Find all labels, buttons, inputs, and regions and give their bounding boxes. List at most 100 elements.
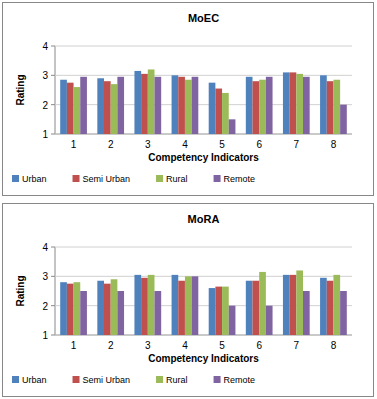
x-tick-label: 2	[108, 139, 114, 150]
x-tick-label: 7	[294, 340, 300, 351]
chart-frame	[3, 3, 374, 196]
bar	[303, 291, 310, 335]
bar	[148, 69, 155, 134]
x-tick-label: 7	[294, 139, 300, 150]
x-tick-label: 3	[145, 340, 151, 351]
y-axis-label: Rating	[15, 275, 26, 306]
bar	[80, 77, 87, 134]
y-axis	[55, 46, 56, 134]
bar	[253, 281, 260, 335]
bar	[117, 291, 124, 335]
grid-line	[55, 46, 352, 47]
legend-label: Urban	[22, 174, 47, 184]
x-tick-label: 8	[331, 139, 337, 150]
y-tick	[51, 305, 55, 306]
bar	[320, 75, 327, 134]
bar	[266, 77, 273, 134]
bar	[266, 306, 273, 335]
legend-label: Rural	[166, 174, 188, 184]
x-axis-label: Competency Indicators	[148, 353, 259, 364]
bar	[185, 276, 192, 335]
bar	[296, 74, 303, 134]
y-tick	[51, 134, 55, 135]
bar	[178, 281, 185, 335]
legend-label: Semi Urban	[83, 375, 131, 385]
x-tick-label: 6	[256, 139, 262, 150]
legend-swatch	[214, 175, 221, 182]
bar	[154, 291, 161, 335]
y-tick	[51, 335, 55, 336]
bar	[246, 77, 253, 134]
bar	[209, 288, 216, 335]
bar	[97, 281, 104, 335]
y-tick	[51, 276, 55, 277]
bar	[134, 275, 141, 335]
y-tick	[51, 104, 55, 105]
bar	[283, 72, 290, 134]
legend-label: Urban	[22, 375, 47, 385]
bar	[172, 275, 179, 335]
legend-label: Remote	[224, 174, 256, 184]
bar	[340, 291, 347, 335]
legend-swatch	[73, 175, 80, 182]
bar	[259, 80, 266, 134]
bar	[134, 71, 141, 134]
bar	[192, 276, 199, 335]
bar	[192, 77, 199, 134]
chart: MoEC1234Rating12345678Competency Indicat…	[3, 3, 374, 196]
y-tick-label: 4	[42, 242, 48, 253]
bar	[111, 84, 118, 134]
bar	[215, 89, 222, 134]
legend-label: Rural	[166, 375, 188, 385]
legend-label: Remote	[224, 375, 256, 385]
bar	[327, 281, 334, 335]
y-axis	[55, 247, 56, 335]
y-axis-label: Rating	[15, 74, 26, 105]
y-tick-label: 1	[42, 330, 48, 341]
bar	[117, 77, 124, 134]
bar	[283, 275, 290, 335]
legend-swatch	[156, 175, 163, 182]
bar	[104, 284, 111, 335]
y-tick-label: 2	[42, 100, 48, 111]
y-tick-label: 4	[42, 41, 48, 52]
chart-title: MoRA	[188, 213, 220, 225]
bar	[209, 83, 216, 134]
bar	[333, 275, 340, 335]
y-tick-label: 3	[42, 271, 48, 282]
bar	[80, 291, 87, 335]
bar	[320, 278, 327, 335]
x-tick-label: 6	[256, 340, 262, 351]
bar	[340, 105, 347, 134]
legend: Urban Semi Urban Rural Remote	[12, 375, 255, 385]
y-tick-label: 1	[42, 129, 48, 140]
bar	[60, 80, 67, 134]
bar	[253, 81, 260, 134]
x-tick-label: 4	[182, 139, 188, 150]
legend-swatch	[73, 376, 80, 383]
bar	[333, 80, 340, 134]
y-tick	[51, 46, 55, 47]
y-tick	[51, 247, 55, 248]
bar	[141, 74, 148, 134]
y-tick-label: 2	[42, 301, 48, 312]
bar	[303, 77, 310, 134]
bar	[67, 284, 74, 335]
chart-title: MoEC	[188, 12, 219, 24]
bar	[229, 306, 236, 335]
legend-label: Semi Urban	[83, 174, 131, 184]
legend-swatch	[12, 175, 19, 182]
bars	[60, 270, 347, 335]
bar	[154, 77, 161, 134]
bar	[296, 270, 303, 335]
grid-line	[55, 247, 352, 248]
bar	[222, 287, 229, 335]
x-tick-label: 2	[108, 340, 114, 351]
x-tick-label: 3	[145, 139, 151, 150]
bar	[111, 279, 118, 335]
bar	[327, 81, 334, 134]
chart-frame	[3, 204, 374, 397]
bar	[141, 278, 148, 335]
bar	[148, 275, 155, 335]
x-tick-label: 5	[219, 139, 225, 150]
